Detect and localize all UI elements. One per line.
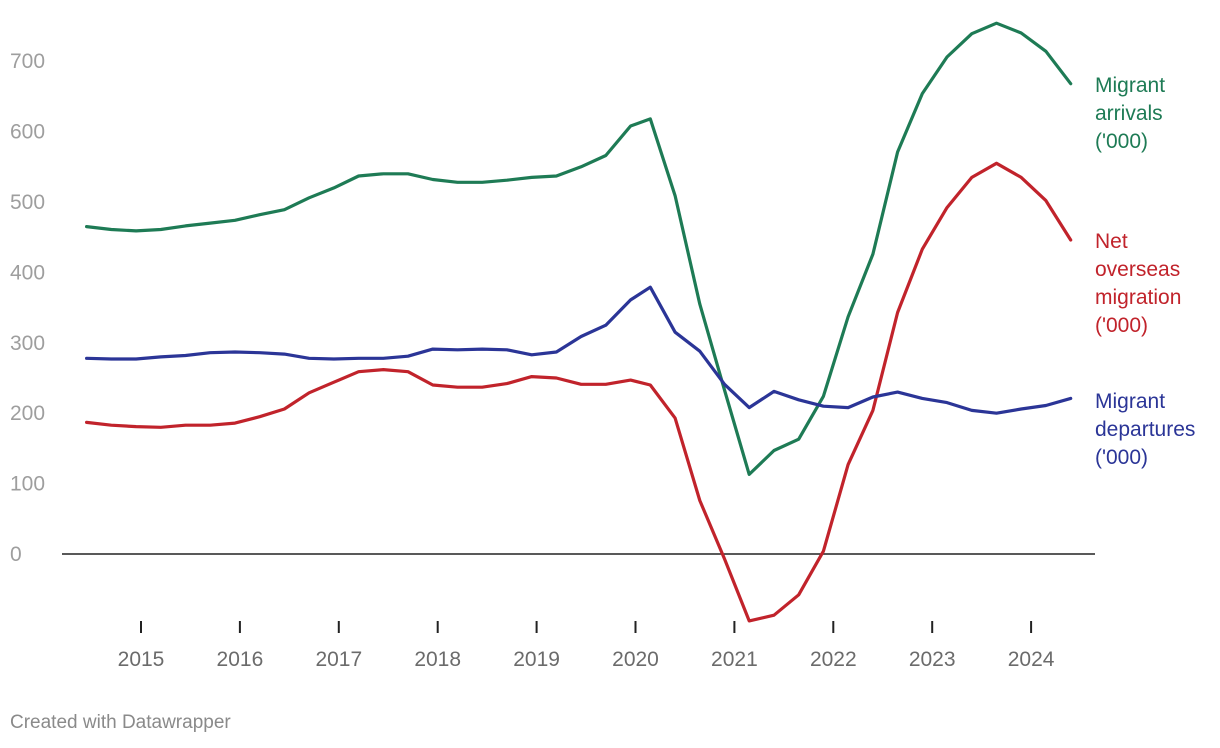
series-lines (85, 21, 1073, 623)
y-tick-label: 100 (10, 473, 45, 496)
x-tick-label: 2018 (414, 648, 461, 671)
y-tick-label: 0 (10, 543, 22, 566)
x-tick-label: 2023 (909, 648, 956, 671)
x-tick-label: 2019 (513, 648, 560, 671)
series-label: Net overseas migration ('000) (1095, 230, 1181, 337)
x-tick-label: 2022 (810, 648, 857, 671)
series-line (85, 21, 1073, 476)
x-tick-label: 2021 (711, 648, 758, 671)
series-line (85, 161, 1073, 623)
series-label: Migrant arrivals ('000) (1095, 74, 1165, 153)
x-tick-label: 2015 (118, 648, 165, 671)
y-axis-ticks: 0 100 200 300 400 500 600 700 (10, 50, 45, 566)
y-tick-label: 200 (10, 402, 45, 425)
series-label: Migrant departures ('000) (1095, 390, 1195, 469)
y-tick-label: 700 (10, 50, 45, 73)
x-tick-label: 2016 (217, 648, 264, 671)
y-tick-label: 500 (10, 191, 45, 214)
series-labels: Migrant arrivals ('000) Net overseas migratio… (1095, 74, 1195, 469)
y-tick-label: 400 (10, 261, 45, 284)
credit-text: Created with Datawrapper (10, 712, 231, 733)
series-line (85, 285, 1073, 415)
x-tick-label: 2024 (1008, 648, 1055, 671)
y-tick-label: 600 (10, 121, 45, 144)
y-tick-label: 300 (10, 332, 45, 355)
x-tick-label: 2017 (315, 648, 362, 671)
x-axis: 2015 2016 2017 2018 2019 2020 2021 2022 2023 2024 (118, 621, 1055, 671)
x-tick-label: 2020 (612, 648, 659, 671)
